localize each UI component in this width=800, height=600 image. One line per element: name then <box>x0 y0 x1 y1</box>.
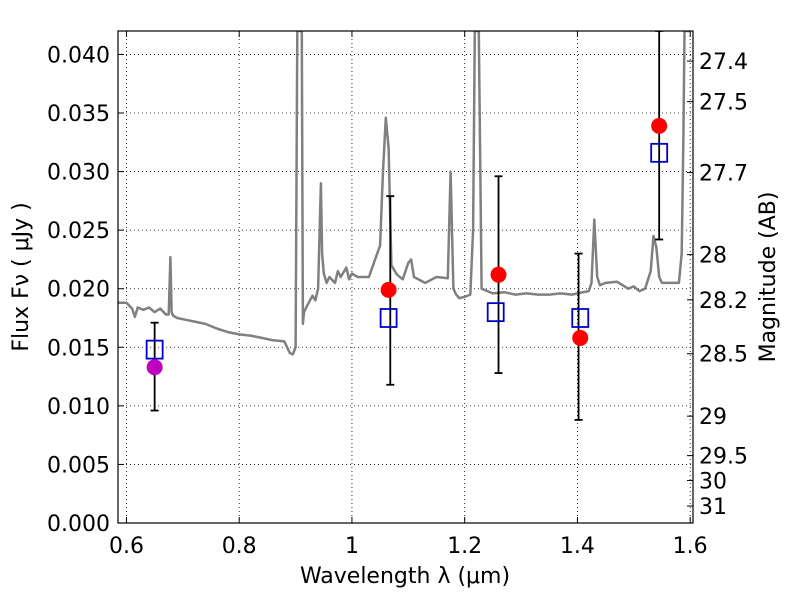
model-photometry-square <box>650 142 669 163</box>
y-axis-label: Flux Fν ( μJy ) <box>9 202 34 351</box>
y-tick-label: 0.005 <box>47 453 110 478</box>
right-tick-label: 29.5 <box>699 445 748 470</box>
right-tick-label: 27.5 <box>699 91 748 116</box>
x-tick-label: 1.2 <box>447 534 482 559</box>
plot-data <box>118 31 691 421</box>
y-tick-label: 0.015 <box>47 336 110 361</box>
y-tick-label: 0.025 <box>47 219 110 244</box>
observed-point <box>651 117 668 134</box>
observed-point <box>380 281 397 298</box>
model-photometry-square <box>145 339 164 360</box>
right-tick-label: 28 <box>699 244 727 269</box>
y-tick-label: 0.040 <box>47 43 110 68</box>
spectrum-line <box>118 31 691 356</box>
right-tick-label: 28.5 <box>699 343 748 368</box>
y-tick-label: 0.000 <box>47 512 110 537</box>
observed-point <box>146 359 163 376</box>
y-tick-label: 0.035 <box>47 102 110 127</box>
observed-point <box>572 329 589 346</box>
x-tick-label: 1 <box>345 534 359 559</box>
y-tick-label: 0.010 <box>47 395 110 420</box>
model-photometry-square <box>379 308 398 328</box>
x-tick-label: 0.8 <box>222 534 257 559</box>
right-axis-label: Magnitude (AB) <box>756 192 781 363</box>
observed-point <box>490 266 507 283</box>
x-tick-label: 1.4 <box>560 534 595 559</box>
right-tick-label: 27.7 <box>699 162 748 187</box>
x-tick-label: 1.6 <box>673 534 708 559</box>
right-tick-label: 28.2 <box>699 289 748 314</box>
ticks: 0.6 0.8 1 1.2 1.4 1.6 0.000 0.005 0.010 0.015 0.02… <box>47 31 748 559</box>
x-tick-label: 0.6 <box>109 534 144 559</box>
y-tick-label: 0.020 <box>47 278 110 303</box>
plot-frame <box>117 30 694 524</box>
right-tick-label: 30 <box>699 469 727 494</box>
model-photometry-square <box>571 308 590 328</box>
model-photometry-square <box>486 302 505 323</box>
right-tick-label: 29 <box>699 405 727 430</box>
x-axis-label: Wavelength λ (μm) <box>300 564 510 589</box>
right-tick-label: 27.4 <box>699 50 748 75</box>
right-tick-label: 31 <box>699 495 727 520</box>
y-tick-label: 0.030 <box>47 161 110 186</box>
